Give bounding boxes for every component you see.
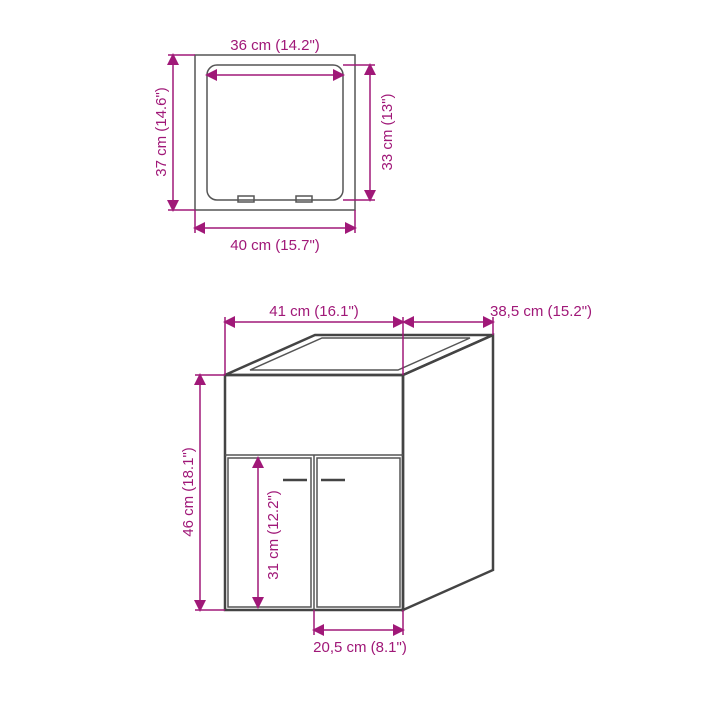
cabinet-top-width-label: 41 cm (16.1")	[269, 303, 359, 320]
clip-right	[296, 196, 312, 202]
cabinet-door-width-label: 20,5 cm (8.1")	[313, 639, 407, 656]
mirror-inner-height-label: 33 cm (13")	[379, 93, 396, 170]
mirror-inner	[207, 65, 343, 200]
cabinet-height-label: 46 cm (18.1")	[180, 447, 197, 537]
cabinet-door-height-label: 31 cm (12.2")	[265, 490, 282, 580]
cabinet-diagram: 41 cm (16.1") 38,5 cm (15.2") 46 cm (18.…	[180, 303, 592, 656]
mirror-diagram: 36 cm (14.2") 33 cm (13") 37 cm (14.6") …	[153, 37, 396, 254]
cabinet-side	[403, 335, 493, 610]
clip-left	[238, 196, 254, 202]
mirror-outer-height-label: 37 cm (14.6")	[153, 87, 170, 177]
dimension-drawing: 36 cm (14.2") 33 cm (13") 37 cm (14.6") …	[0, 0, 720, 720]
cabinet-top-depth-label: 38,5 cm (15.2")	[490, 303, 592, 320]
cabinet-top	[225, 335, 493, 375]
cabinet-top-inner	[250, 338, 470, 370]
mirror-outer	[195, 55, 355, 210]
mirror-inner-width-label: 36 cm (14.2")	[230, 37, 320, 54]
mirror-outer-width-label: 40 cm (15.7")	[230, 237, 320, 254]
